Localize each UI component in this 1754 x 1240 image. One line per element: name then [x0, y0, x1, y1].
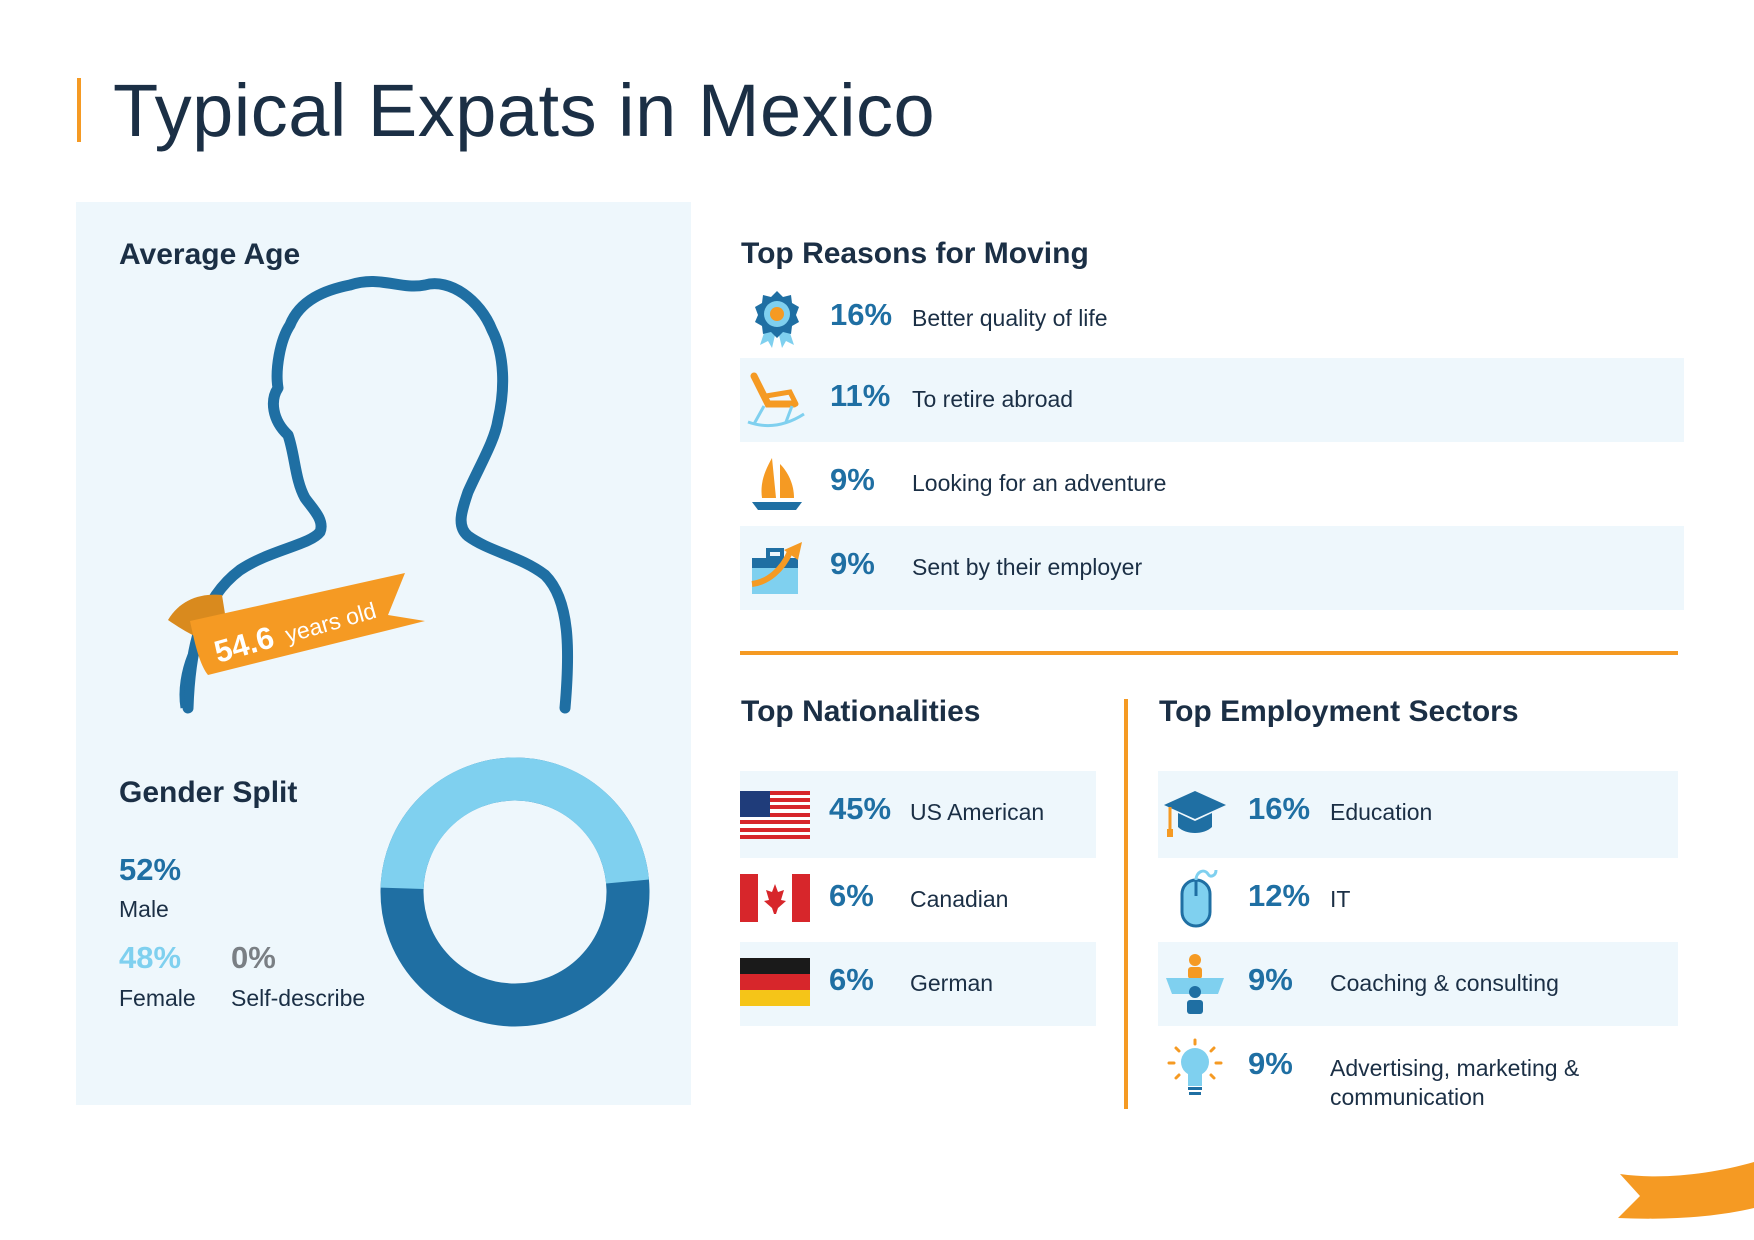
sector-label: Education	[1330, 799, 1433, 825]
sailboat-icon	[752, 458, 802, 510]
self-describe-label: Self-describe	[231, 985, 366, 1011]
age-ribbon-icon: 54.6 years old	[168, 573, 425, 675]
award-rosette-icon	[755, 291, 799, 348]
nationality-percent: 6%	[829, 878, 874, 913]
gender-split-heading: Gender Split	[119, 776, 298, 809]
graduation-cap-icon	[1164, 791, 1226, 837]
title-accent-bar	[77, 78, 81, 142]
sector-label-line2: communication	[1330, 1084, 1485, 1110]
reason-label: Better quality of life	[912, 305, 1108, 331]
germany-flag-icon	[740, 958, 810, 1006]
reasons-heading: Top Reasons for Moving	[741, 237, 1089, 270]
reason-label: Looking for an adventure	[912, 470, 1167, 496]
reason-row: 16% Better quality of life	[740, 277, 1684, 361]
reason-row: 11% To retire abroad	[740, 358, 1684, 442]
sector-percent: 9%	[1248, 1046, 1293, 1081]
sector-row: 12% IT	[1158, 858, 1678, 942]
male-label: Male	[119, 896, 169, 922]
nationality-row: 6% Canadian	[740, 858, 1096, 942]
page-title: Typical Expats in Mexico	[113, 69, 936, 152]
sector-percent: 16%	[1248, 791, 1311, 826]
person-silhouette-icon	[179, 276, 574, 714]
sector-percent: 9%	[1248, 962, 1293, 997]
sector-label: IT	[1330, 886, 1351, 912]
donut-segment-female	[380, 757, 649, 890]
self-describe-percent: 0%	[231, 940, 276, 975]
reason-percent: 9%	[830, 462, 875, 497]
reason-row: 9% Looking for an adventure	[740, 442, 1684, 526]
reason-percent: 9%	[830, 546, 875, 581]
nationality-row: 6% German	[740, 942, 1096, 1026]
us-flag-icon	[740, 791, 810, 839]
nationality-row: 45% US American	[740, 771, 1096, 858]
sectors-heading: Top Employment Sectors	[1159, 695, 1519, 728]
reason-label: Sent by their employer	[912, 554, 1143, 580]
nationality-percent: 45%	[829, 791, 892, 826]
sector-percent: 12%	[1248, 878, 1311, 913]
rocking-chair-icon	[747, 372, 805, 428]
section-divider	[740, 651, 1678, 655]
nationality-label: US American	[910, 799, 1045, 825]
canada-flag-icon	[740, 874, 810, 922]
female-label: Female	[119, 985, 196, 1011]
sector-row: 16% Education	[1158, 771, 1678, 858]
sector-label: Coaching & consulting	[1330, 970, 1559, 996]
nationalities-heading: Top Nationalities	[741, 695, 981, 728]
nationality-label: Canadian	[910, 886, 1009, 912]
sector-row: 9% Advertising, marketing & communicatio…	[1158, 1026, 1678, 1126]
computer-mouse-icon	[1180, 869, 1218, 928]
sector-label-line1: Advertising, marketing &	[1330, 1055, 1580, 1081]
sector-label: Advertising, marketing & communication	[1330, 1054, 1579, 1112]
nationality-label: German	[910, 970, 994, 996]
presenter-icon	[1166, 954, 1224, 1014]
male-percent: 52%	[119, 852, 182, 887]
briefcase-arrow-icon	[751, 542, 802, 594]
nationality-percent: 6%	[829, 962, 874, 997]
column-divider	[1124, 699, 1128, 1109]
reason-percent: 16%	[830, 297, 893, 332]
lightbulb-icon	[1167, 1038, 1223, 1095]
average-age-heading: Average Age	[119, 238, 301, 271]
sector-row: 9% Coaching & consulting	[1158, 942, 1678, 1026]
reason-row: 9% Sent by their employer	[740, 526, 1684, 610]
corner-ribbon-decoration	[1618, 1162, 1754, 1219]
gender-donut-chart	[380, 757, 650, 1027]
reason-percent: 11%	[830, 378, 891, 413]
reason-label: To retire abroad	[912, 386, 1074, 412]
female-percent: 48%	[119, 940, 182, 975]
